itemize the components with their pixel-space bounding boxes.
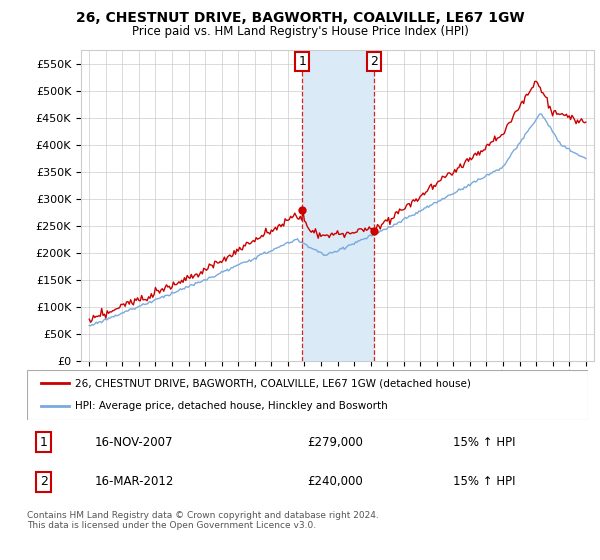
- Text: Contains HM Land Registry data © Crown copyright and database right 2024.
This d: Contains HM Land Registry data © Crown c…: [27, 511, 379, 530]
- Text: 15% ↑ HPI: 15% ↑ HPI: [454, 436, 516, 449]
- FancyBboxPatch shape: [27, 370, 588, 420]
- Text: 1: 1: [40, 436, 48, 449]
- Text: 2: 2: [40, 475, 48, 488]
- Text: 26, CHESTNUT DRIVE, BAGWORTH, COALVILLE, LE67 1GW (detached house): 26, CHESTNUT DRIVE, BAGWORTH, COALVILLE,…: [74, 378, 470, 388]
- Text: Price paid vs. HM Land Registry's House Price Index (HPI): Price paid vs. HM Land Registry's House …: [131, 25, 469, 38]
- Text: 16-NOV-2007: 16-NOV-2007: [94, 436, 173, 449]
- Text: £279,000: £279,000: [308, 436, 364, 449]
- Text: HPI: Average price, detached house, Hinckley and Bosworth: HPI: Average price, detached house, Hinc…: [74, 402, 388, 412]
- Text: 1: 1: [298, 55, 307, 68]
- Text: £240,000: £240,000: [308, 475, 363, 488]
- Text: 16-MAR-2012: 16-MAR-2012: [94, 475, 173, 488]
- Text: 2: 2: [370, 55, 378, 68]
- Text: 15% ↑ HPI: 15% ↑ HPI: [454, 475, 516, 488]
- Text: 26, CHESTNUT DRIVE, BAGWORTH, COALVILLE, LE67 1GW: 26, CHESTNUT DRIVE, BAGWORTH, COALVILLE,…: [76, 11, 524, 25]
